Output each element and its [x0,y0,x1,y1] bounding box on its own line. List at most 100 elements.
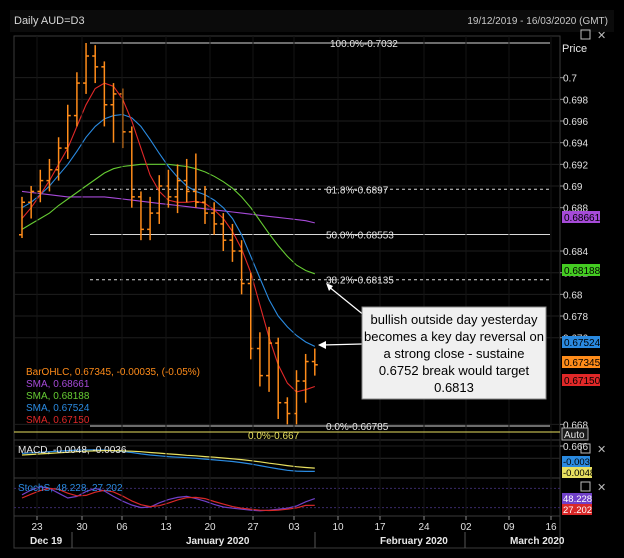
month-label: February 2020 [380,536,448,547]
price-badge [562,356,600,368]
ohlc-bar [110,83,117,143]
ohlc-bar [19,196,25,239]
fib-label-bottom: 0.0%-0.667 [248,431,300,442]
legend-entry: SMA, 0.67150 [26,415,90,426]
ohlc-bar [128,126,135,208]
auto-scale-label: Auto [564,430,585,441]
fib-label-50: 50.0%-0.68553 [326,230,394,241]
ohlc-bar [37,169,44,203]
ohlc-bar [64,104,71,159]
date-ticks: 23 30 06 13 20 27 03 10 17 24 02 09 16 Dec 19 January … [30,36,565,548]
macd-label: MACD, -0.0048, -0.0036 [18,445,127,456]
annotation-arrow-line [321,343,363,346]
price-tick-label: 0.678 [563,312,588,323]
date-tick-label: 03 [288,522,300,533]
annotation-box [361,306,547,400]
ohlc-bar [211,202,218,235]
price-badge-text: 0.67345 [564,358,601,369]
price-tick-label: 0.698 [563,95,588,106]
ohlc-bar [229,223,236,262]
macd-badge-top-text: -0.0036 [563,457,595,468]
price-tick-label: 0.666 [563,442,588,453]
macd-badge-bottom [562,467,592,478]
price-tick-label: 0.692 [563,160,588,171]
date-axis-panel [13,515,561,549]
close-icon[interactable]: ✕ [597,30,606,42]
legend: BarOHLC, 0.67345, -0.00035, (-0.05%)SMA,… [26,367,200,426]
date-tick-label: 27 [247,522,259,533]
ohlc-bar [101,61,108,127]
ohlc-bar [202,186,208,224]
price-badge-text: 0.68188 [564,266,601,277]
legend-entry: SMA, 0.67524 [26,403,90,414]
macd-badge-bottom-text: -0.0048 [563,468,595,479]
annotation-text: bullish outside day yesterday becomes a … [364,312,544,395]
stoch-badge-top-text: 48.228 [563,494,592,505]
ohlc-bar [183,158,190,203]
stoch-lines [14,486,560,512]
date-tick-label: 16 [545,522,557,533]
legend-entry: SMA, 0.68661 [26,379,90,390]
month-label: March 2020 [510,536,565,547]
price-badge-text: 0.68661 [564,213,601,224]
price-tick-label: 0.684 [563,247,588,258]
auto-scale-button[interactable] [561,427,589,441]
date-tick-label: 10 [332,522,344,533]
price-tick-label: 0.688 [563,204,588,215]
ohlc-bar [46,158,53,192]
close-icon[interactable]: ✕ [597,482,606,494]
fib-label-61: 61.8%-0.6897 [326,185,389,196]
legend-entry: BarOHLC, 0.67345, -0.00035, (-0.05%) [26,367,200,378]
date-tick-label: 06 [116,522,128,533]
legend-entry: SMA, 0.68188 [26,391,90,402]
date-tick-label: 30 [76,522,88,533]
date-tick-label: 23 [31,522,43,533]
ohlc-bar [83,43,90,94]
ohlc-bar [192,153,199,208]
macd-lines [14,449,560,472]
annotation-arrow-line [327,285,366,317]
price-badges: 0.68661 0.68188 0.67524 0.67345 0.67150 [562,211,601,387]
date-tick-label: 20 [204,522,216,533]
panel-window-buttons: ✕ ✕ ✕ [580,29,606,494]
ohlc-bar [311,348,318,376]
ohlc-bar [55,137,62,181]
maximize-icon[interactable] [580,443,591,454]
price-axis-label: Price [562,43,587,55]
macd-label-text: MACD, -0.0048, -0.0036 [18,445,127,456]
ohlc-bar [302,353,309,403]
header-bar [10,10,614,32]
ohlc-bar [137,191,144,241]
stoch-label: StochS, 48.228, 27.202 [18,483,123,494]
date-tick-label: 13 [160,522,172,533]
month-label: January 2020 [186,536,250,547]
chart-title: Daily AUD=D3 [14,15,85,27]
stoch-badge-top [562,493,592,504]
price-badge [562,336,600,348]
ohlc-bar [73,72,80,127]
ohlc-bar [284,397,291,425]
ohlc-bar [147,196,154,241]
annotation-arrowhead [326,283,333,291]
stoch-d-line [21,487,315,512]
date-tick-label: 09 [503,522,515,533]
macd-badge-top [562,456,590,467]
date-tick-label: 17 [374,522,386,533]
price-badge [562,211,600,223]
price-badge [562,264,600,276]
macd-signal-line [21,450,315,469]
fib-label-100: 100.0%-0.7032 [330,39,398,50]
maximize-icon[interactable] [580,481,591,492]
sma-line [21,163,315,275]
price-badge [562,374,600,386]
fib-label-38: 38.2%-0.68135 [326,276,394,287]
price-badge-text: 0.67150 [564,376,601,387]
annotation-text-container: bullish outside day yesterday becomes a … [364,312,544,395]
close-icon[interactable]: ✕ [597,444,606,456]
price-tick-label: 0.69 [563,182,583,193]
date-tick-label: 02 [460,522,472,533]
price-tick-label: 0.7 [563,74,577,85]
maximize-icon[interactable] [580,29,591,40]
stoch-badge-bottom [562,504,592,515]
